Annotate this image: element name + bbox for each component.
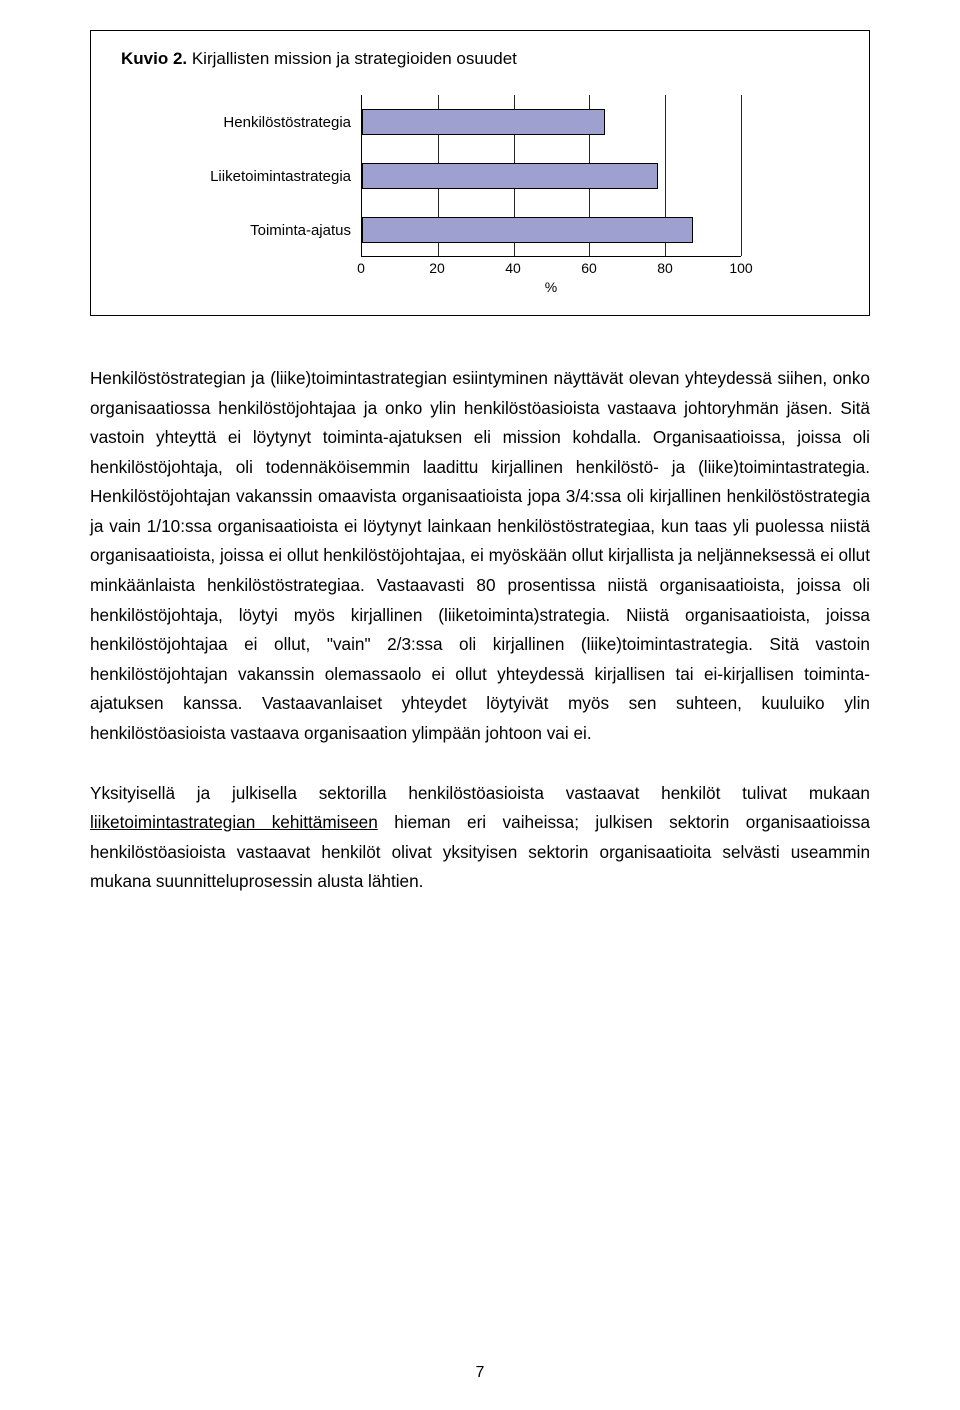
x-axis: 020406080100 <box>361 257 741 277</box>
bar <box>362 109 605 135</box>
category-label: Liiketoimintastrategia <box>181 149 351 203</box>
p2-underlined: liiketoimintastrategian kehittämiseen <box>90 812 378 832</box>
category-label: Henkilöstöstrategia <box>181 95 351 149</box>
chart-plot: 020406080100 % <box>361 95 741 295</box>
paragraph-1: Henkilöstöstrategian ja (liike)toimintas… <box>90 364 870 749</box>
bar <box>362 217 693 243</box>
plot-inner <box>361 95 741 257</box>
chart-y-labels: Henkilöstöstrategia Liiketoimintastrateg… <box>181 95 361 295</box>
x-tick-label: 20 <box>429 260 445 276</box>
x-tick-label: 40 <box>505 260 521 276</box>
p2-pre: Yksityisellä ja julkisella sektorilla he… <box>90 783 870 803</box>
x-tick-label: 80 <box>657 260 673 276</box>
bar <box>362 163 658 189</box>
page-number: 7 <box>0 1364 960 1382</box>
chart-area: Henkilöstöstrategia Liiketoimintastrateg… <box>181 95 741 295</box>
paragraph-2: Yksityisellä ja julkisella sektorilla he… <box>90 779 870 897</box>
chart-title: Kuvio 2. Kirjallisten mission ja strateg… <box>121 49 839 69</box>
x-tick-label: 60 <box>581 260 597 276</box>
x-axis-title: % <box>361 279 741 295</box>
gridline <box>741 95 742 256</box>
category-label: Toiminta-ajatus <box>181 203 351 257</box>
chart-container: Kuvio 2. Kirjallisten mission ja strateg… <box>90 30 870 316</box>
chart-title-rest: Kirjallisten mission ja strategioiden os… <box>187 49 517 68</box>
chart-title-prefix: Kuvio 2. <box>121 49 187 68</box>
x-tick-label: 0 <box>357 260 365 276</box>
x-tick-label: 100 <box>729 260 752 276</box>
